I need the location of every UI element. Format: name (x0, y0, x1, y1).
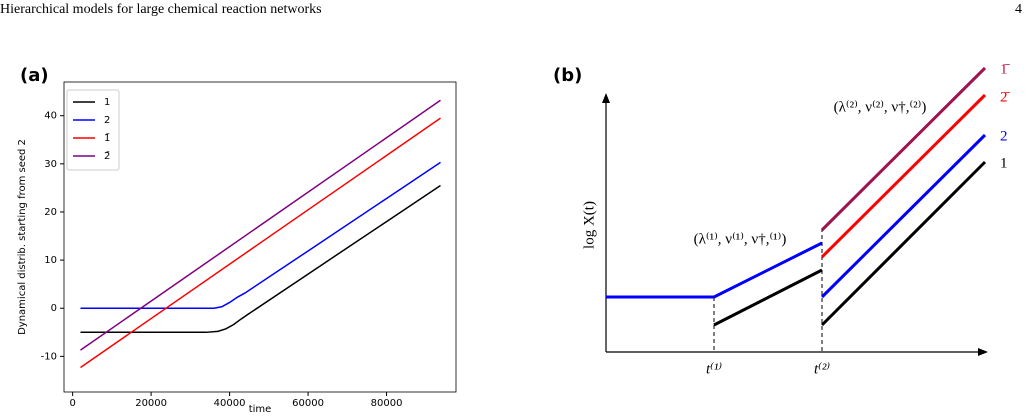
series-line (80, 117, 441, 369)
arrow (602, 93, 610, 103)
line (713, 268, 823, 327)
legend-label: 2̄ (104, 151, 110, 162)
y-axis-label: log X(t) (581, 201, 597, 249)
x-tick-label: 0 (69, 398, 75, 409)
tick-label: t⁽¹⁾ (706, 360, 722, 377)
x-tick-label: 60000 (292, 398, 324, 409)
panel-label: (b) (553, 65, 582, 86)
line (820, 93, 987, 259)
y-tick-label: 0 (51, 303, 57, 314)
line (713, 241, 823, 299)
line-label: 2 (1000, 128, 1008, 144)
plot-area: 0 20000 40000 60000 80000 -10 0 10 20 30 40 1 2 1̄ 2̄ (41, 81, 457, 409)
line-label: 2̄ (1000, 89, 1011, 105)
series-line (80, 161, 441, 309)
x-tick-label: 20000 (135, 398, 167, 409)
arrow (978, 348, 988, 356)
schematic: (b) (553, 65, 988, 356)
running-title: Hierarchical models for large chemical r… (0, 2, 322, 17)
series-line (80, 184, 441, 334)
panel-label: (a) (20, 65, 49, 86)
x-axis-label: time (249, 404, 272, 415)
line-label: 1 (1000, 155, 1008, 171)
line (820, 66, 987, 232)
x-tick-label: 80000 (371, 398, 403, 409)
y-tick-label: 20 (44, 207, 57, 218)
line-label: 1̄ (1000, 61, 1011, 77)
x-tick-label: 40000 (214, 398, 246, 409)
y-tick-label: 40 (44, 111, 57, 122)
series-line (80, 99, 441, 351)
y-tick-label: 10 (44, 255, 57, 266)
legend-label: 1̄ (104, 133, 110, 144)
page-number: 4 (1015, 2, 1022, 17)
annotation: (λ⁽²⁾, ν⁽²⁾, ν†,⁽²⁾) (834, 98, 927, 115)
annotation: (λ⁽¹⁾, ν⁽¹⁾, ν†,⁽¹⁾) (694, 230, 787, 247)
legend-label: 2 (104, 115, 110, 126)
legend-label: 1 (104, 97, 110, 108)
y-tick-label: 30 (44, 159, 57, 170)
line (820, 133, 987, 299)
y-axis-label: Dynamical distrib. starting from seed 2 (17, 139, 28, 335)
legend-box (66, 89, 120, 171)
plot-frame (63, 81, 457, 393)
y-tick-label: -10 (41, 351, 57, 362)
tick-label: t⁽²⁾ (814, 360, 830, 377)
line (820, 160, 987, 327)
